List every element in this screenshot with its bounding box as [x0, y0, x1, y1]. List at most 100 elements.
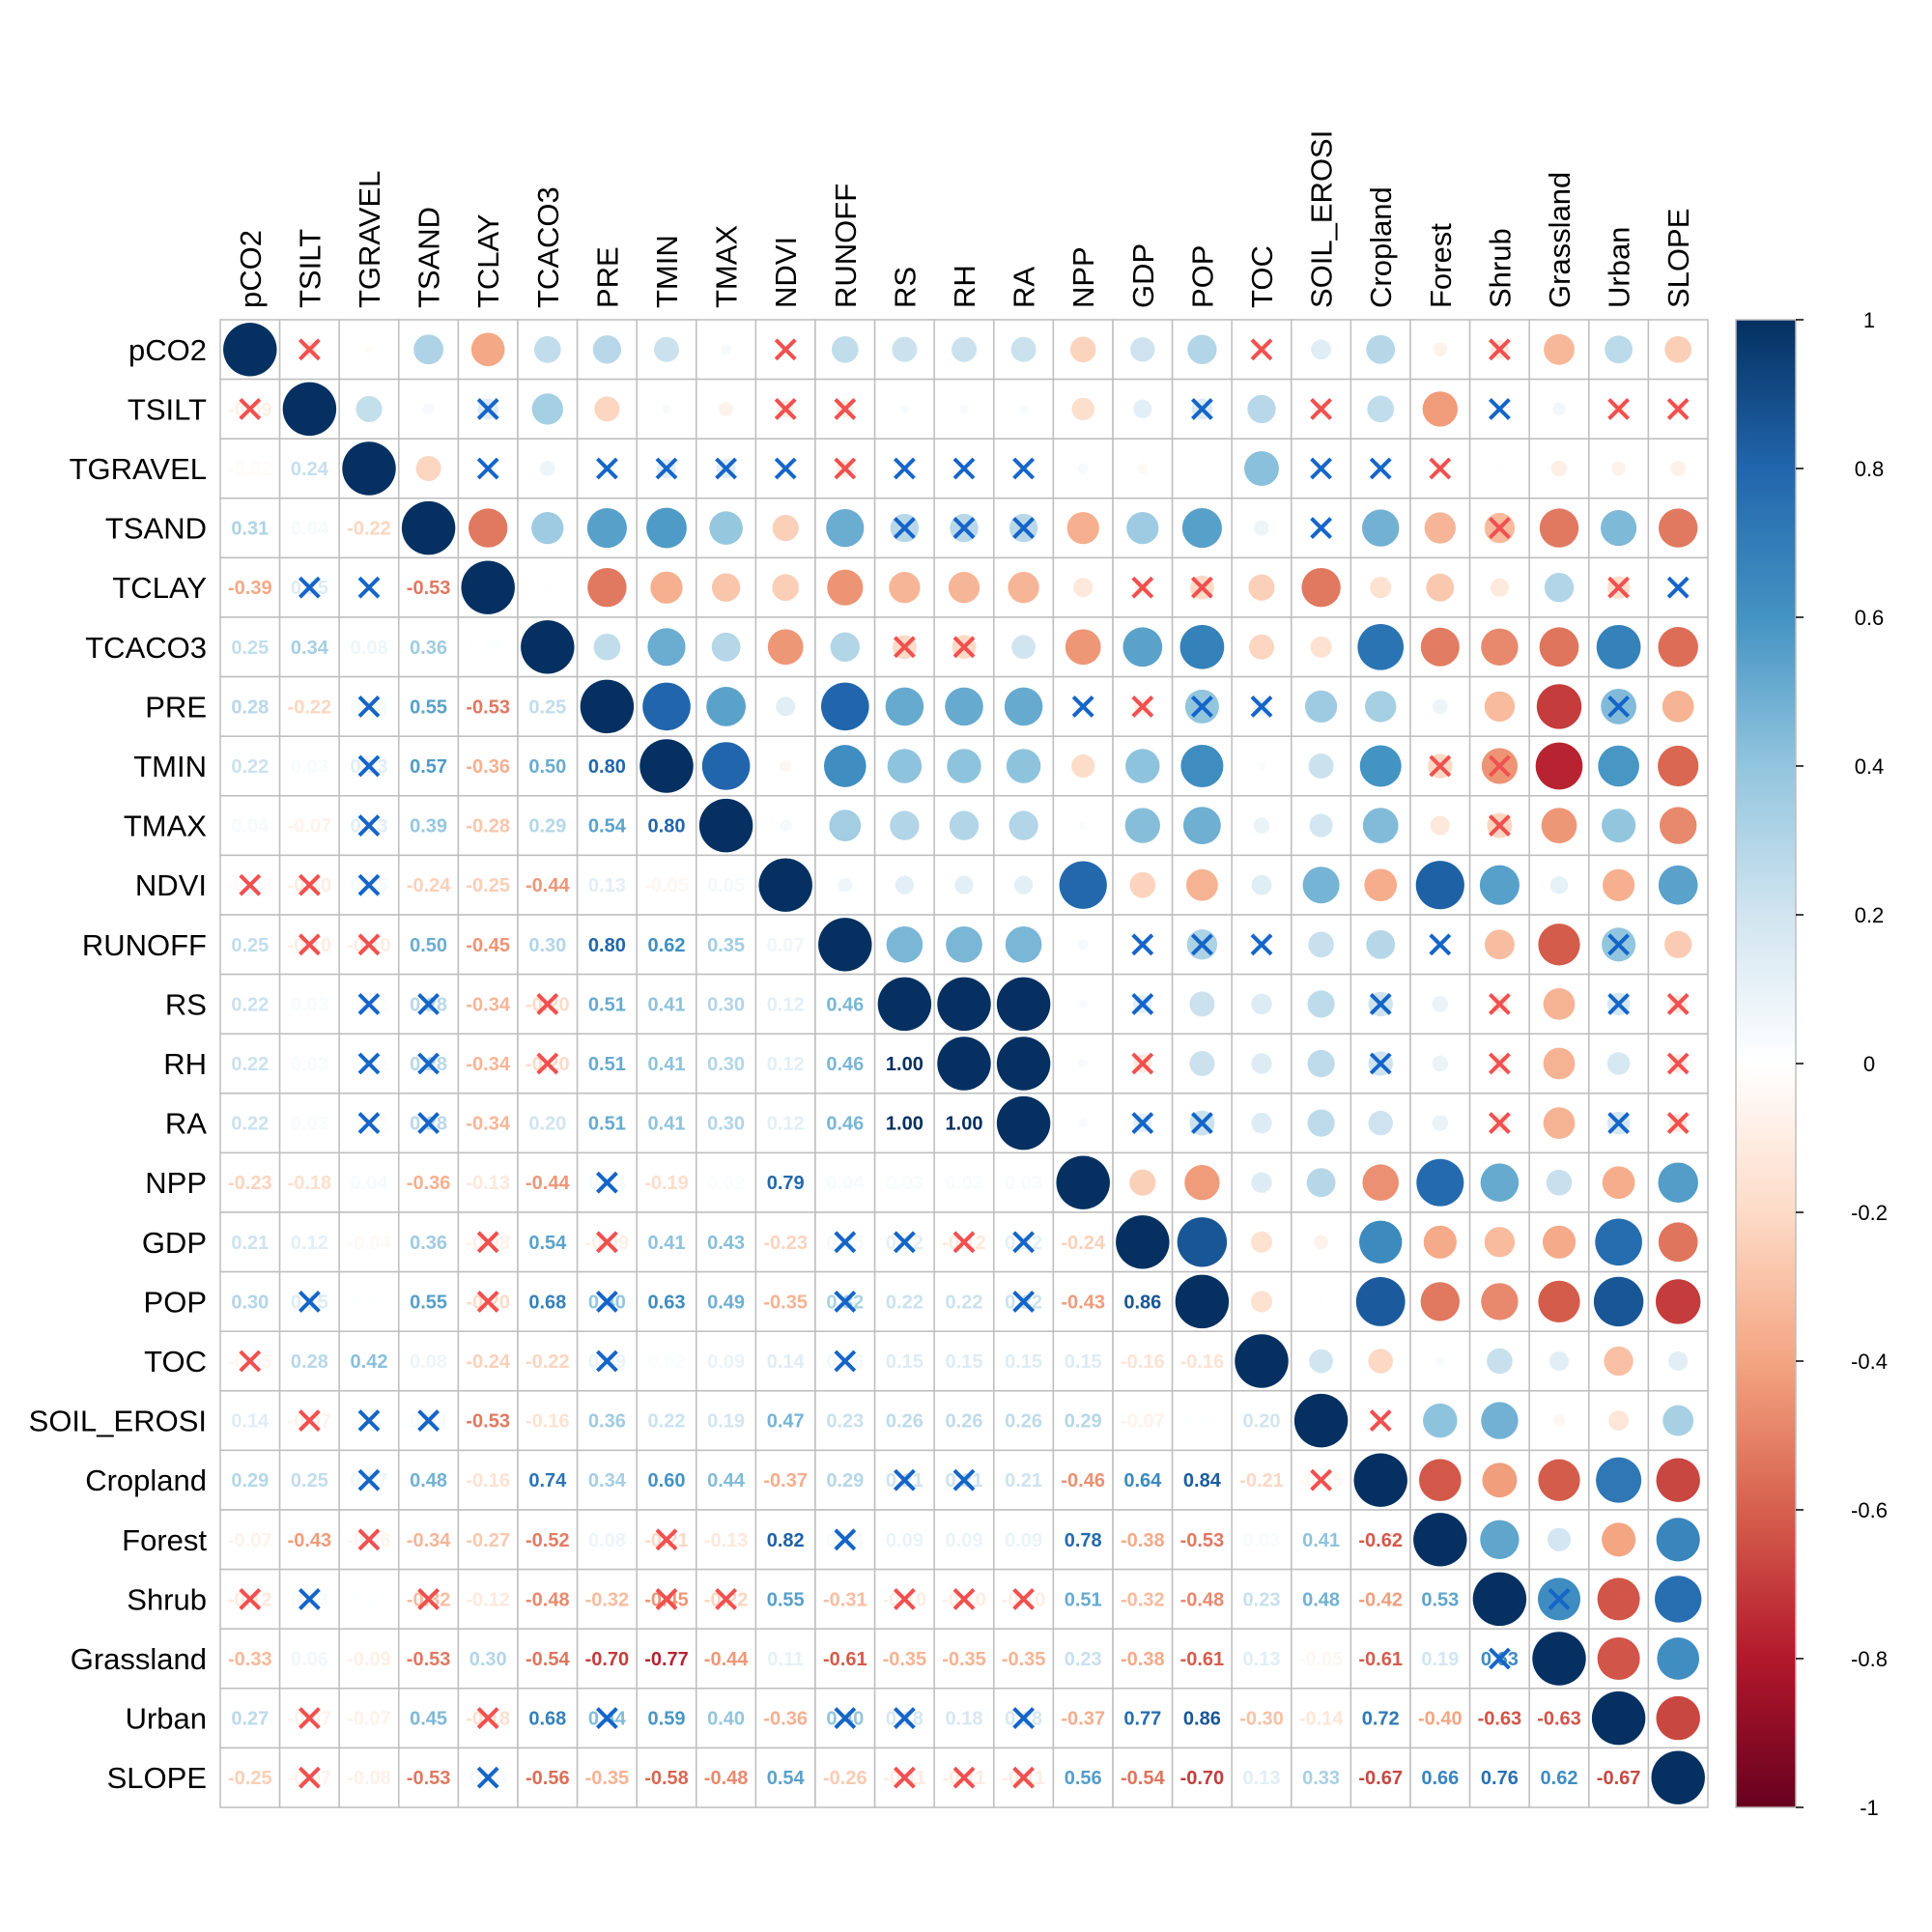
correlation-circle [1066, 511, 1099, 545]
correlation-value: -0.07 [347, 1709, 391, 1730]
cell-TSILT-Shrub [1468, 378, 1530, 440]
cell-Forest-POP: -0.53 [1171, 1509, 1233, 1571]
cell-Grassland-TGRAVEL: -0.09 [338, 1628, 400, 1690]
cell-TMIN-NPP [1052, 735, 1114, 797]
correlation-value: 0.22 [886, 1292, 923, 1313]
cell-SLOPE-TMIN: -0.58 [636, 1747, 697, 1808]
correlation-value: -0.22 [526, 1351, 570, 1373]
correlation-value: 0.12 [291, 1233, 328, 1254]
cell-Urban-RUNOFF: 0.40 [814, 1688, 876, 1749]
x-stroke [357, 576, 381, 599]
correlation-value: 0.08 [410, 1351, 447, 1373]
x-stroke [1250, 695, 1273, 718]
correlation-value: 0.64 [1123, 1470, 1162, 1492]
correlation-value: 0.04 [826, 1173, 865, 1194]
correlation-circle [539, 461, 555, 476]
cell-Cropland-NDVI: -0.37 [754, 1449, 816, 1511]
x-stroke [357, 873, 381, 896]
x-stroke [834, 1350, 857, 1373]
correlation-circle [1078, 1059, 1089, 1068]
correlation-circle [1364, 868, 1398, 902]
cell-RA-SLOPE [1647, 1093, 1709, 1154]
cell-pCO2-RH [933, 319, 995, 381]
correlation-circle [1432, 996, 1449, 1012]
correlation-circle [1184, 1165, 1220, 1201]
cell-TSAND-POP [1171, 497, 1233, 559]
not-significant-x-icon [595, 1231, 618, 1254]
not-significant-x-icon [357, 992, 381, 1015]
cell-TMAX-NPP [1052, 795, 1114, 857]
correlation-circle [1656, 1518, 1700, 1562]
x-stroke [357, 695, 381, 718]
correlation-circle [1309, 813, 1333, 838]
correlation-value: -0.36 [407, 1173, 451, 1194]
cell-TOC-Forest [1409, 1330, 1471, 1392]
x-stroke [1012, 1707, 1036, 1730]
cell-NPP-pCO2: -0.23 [219, 1151, 281, 1213]
correlation-value: -0.70 [1180, 1768, 1225, 1789]
correlation-circle [1187, 334, 1217, 364]
cell-RH-POP [1171, 1033, 1233, 1094]
cell-TOC-TSAND: 0.08 [398, 1330, 460, 1392]
cell-Urban-TOC: -0.30 [1231, 1688, 1293, 1749]
cell-TSAND-Cropland [1350, 497, 1411, 559]
correlation-value: -0.23 [228, 1173, 272, 1194]
cell-RH-pCO2: 0.22 [219, 1033, 281, 1094]
cell-Forest-RS: 0.09 [873, 1509, 935, 1571]
cell-RS-Grassland [1528, 973, 1590, 1035]
cell-TMAX-RUNOFF [814, 795, 876, 857]
cell-SLOPE-Shrub: 0.76 [1468, 1747, 1530, 1808]
cell-Shrub-TOC: 0.23 [1231, 1568, 1293, 1630]
cell-RS-SLOPE [1647, 973, 1709, 1035]
cell-RUNOFF-Urban [1588, 914, 1650, 976]
not-significant-x-icon [715, 1587, 738, 1610]
cell-Urban-TCLAY: -0.18 [457, 1688, 519, 1749]
correlation-value: 0.51 [1065, 1589, 1102, 1610]
grid-cell [933, 1628, 995, 1690]
cell-TSAND-SOIL_EROSI [1291, 497, 1352, 559]
not-significant-x-icon [893, 636, 916, 659]
correlation-value: 0.80 [588, 756, 626, 778]
cell-PRE-RA [993, 675, 1055, 737]
x-stroke [298, 1587, 321, 1610]
cell-RS-RA [993, 973, 1055, 1035]
correlation-value: -0.19 [644, 1173, 689, 1194]
grid-cell [398, 1330, 460, 1392]
cell-Shrub-Cropland: -0.42 [1350, 1568, 1411, 1630]
correlation-circle [415, 455, 441, 482]
not-significant-x-icon [1488, 338, 1511, 361]
cell-NDVI-GDP [1112, 854, 1174, 916]
correlation-value: 0.15 [1065, 1351, 1102, 1373]
x-stroke [1012, 1587, 1036, 1610]
not-significant-x-icon [774, 457, 797, 480]
grid-cell [219, 1390, 281, 1452]
x-stroke [1012, 1766, 1036, 1789]
correlation-circle [1472, 1572, 1527, 1627]
not-significant-x-icon [417, 1052, 440, 1075]
x-stroke [1310, 457, 1333, 480]
cell-Urban-TMAX: 0.40 [696, 1688, 757, 1749]
row-label: NDVI [135, 868, 207, 902]
cell-RUNOFF-NPP [1052, 914, 1114, 976]
cell-Urban-PRE: 0.44 [576, 1688, 638, 1749]
correlation-circle [945, 687, 983, 726]
correlation-value: 0.40 [707, 1709, 745, 1730]
correlation-circle [1355, 1276, 1406, 1326]
cell-TCACO3-Urban [1588, 616, 1650, 678]
correlation-value: 0.62 [648, 935, 686, 956]
cell-Cropland-SLOPE [1647, 1449, 1709, 1511]
not-significant-x-icon [536, 1052, 559, 1075]
not-significant-x-icon [952, 1766, 976, 1789]
grid-cell [398, 675, 460, 737]
cell-TGRAVEL-Grassland [1528, 438, 1590, 499]
correlation-value: -0.45 [466, 935, 510, 956]
grid-cell [457, 1033, 519, 1094]
correlation-value: 0.54 [588, 816, 627, 838]
grid-cell [1171, 1449, 1233, 1511]
grid-cell [576, 1628, 638, 1690]
correlation-circle [1538, 1280, 1580, 1323]
column-label: PRE [590, 246, 624, 308]
cell-SOIL_EROSI-PRE: 0.36 [576, 1390, 638, 1452]
x-stroke [536, 992, 559, 1015]
cell-SOIL_EROSI-TSILT: -0.07 [278, 1390, 340, 1452]
